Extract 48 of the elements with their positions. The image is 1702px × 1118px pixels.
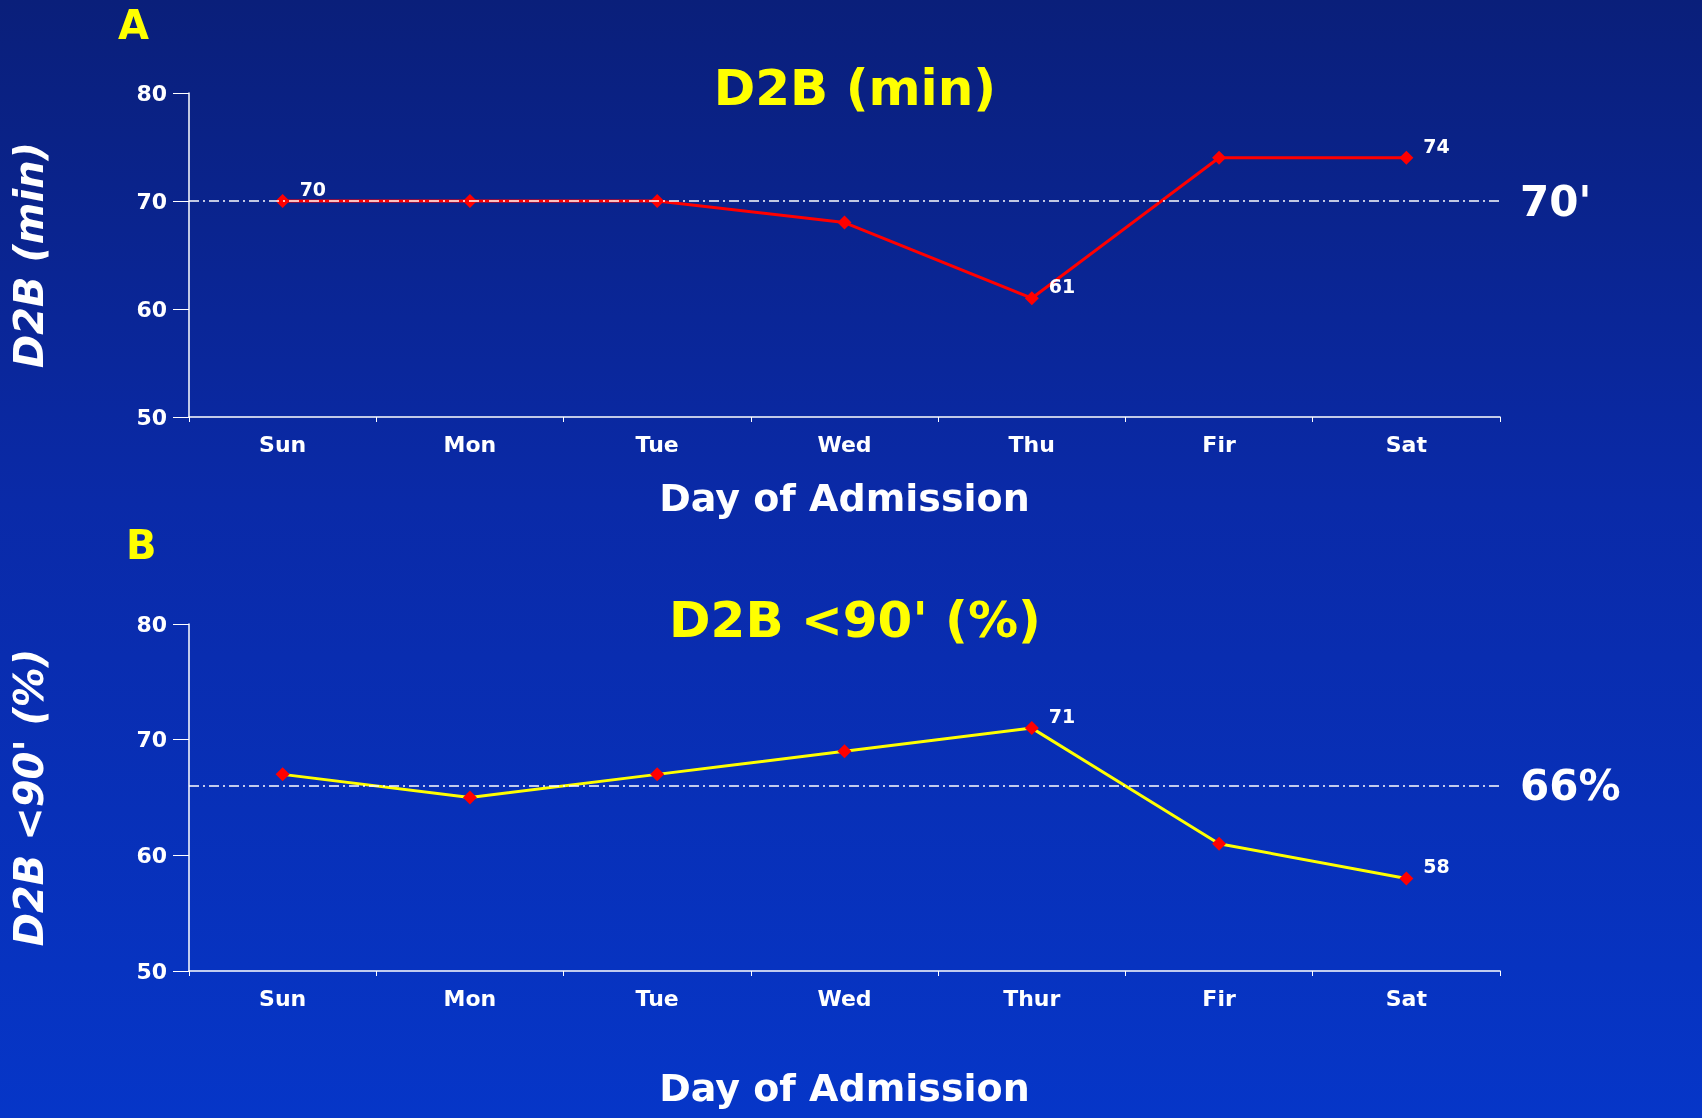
text: A — [118, 2, 149, 48]
text: B — [126, 522, 157, 568]
x-tick-label: Sat — [1385, 431, 1428, 457]
y-tick-label: 50 — [136, 404, 167, 430]
y-tick-label: 80 — [136, 80, 167, 106]
y-tick-label: 60 — [136, 842, 167, 868]
x-tick-label: Sun — [259, 985, 307, 1011]
ref-line-label: 66% — [1520, 761, 1621, 811]
data-label: 58 — [1423, 855, 1450, 878]
x-tick-label: Wed — [817, 985, 872, 1011]
y-axis-title: D2B <90' (%) — [6, 648, 52, 947]
x-tick-label: Tue — [635, 985, 679, 1011]
data-label: 70 — [299, 178, 327, 200]
point — [1024, 721, 1039, 736]
x-tick-label: Fir — [1202, 431, 1236, 457]
y-axis-title: D2B (min) — [6, 142, 52, 368]
x-tick-label: Mon — [443, 985, 497, 1011]
point — [462, 790, 477, 805]
x-axis-title: Day of Admission — [659, 1066, 1030, 1110]
x-axis-title: Day of Admission — [659, 476, 1030, 520]
x-tick-label: Sat — [1385, 985, 1428, 1011]
y-tick-label: 50 — [136, 958, 167, 984]
x-tick-label: Mon — [443, 431, 497, 457]
point — [650, 767, 665, 782]
x-tick-label: Thu — [1008, 431, 1055, 457]
point — [1399, 150, 1414, 165]
point — [837, 215, 852, 230]
x-tick-label: Thur — [1003, 985, 1061, 1011]
ref-line-label: 70' — [1520, 176, 1592, 226]
point — [1399, 871, 1414, 886]
data-label: 61 — [1048, 275, 1076, 298]
y-tick-label: 70 — [136, 727, 167, 753]
data-label: 71 — [1048, 705, 1076, 728]
chart-title: D2B (min) — [713, 59, 997, 117]
x-tick-label: Tue — [635, 431, 679, 457]
x-tick-label: Fir — [1202, 985, 1236, 1011]
x-tick-label: Sun — [259, 431, 307, 457]
x-tick-label: Wed — [817, 431, 872, 457]
y-tick-label: 70 — [136, 188, 167, 214]
point — [275, 767, 290, 782]
y-tick-label: 60 — [136, 296, 167, 322]
chart-title: D2B <90' (%) — [669, 591, 1041, 649]
point — [837, 744, 852, 759]
point — [1212, 836, 1227, 851]
y-tick-label: 80 — [136, 611, 167, 637]
data-label: 74 — [1423, 134, 1450, 157]
point — [1024, 291, 1039, 306]
point — [1212, 150, 1227, 165]
